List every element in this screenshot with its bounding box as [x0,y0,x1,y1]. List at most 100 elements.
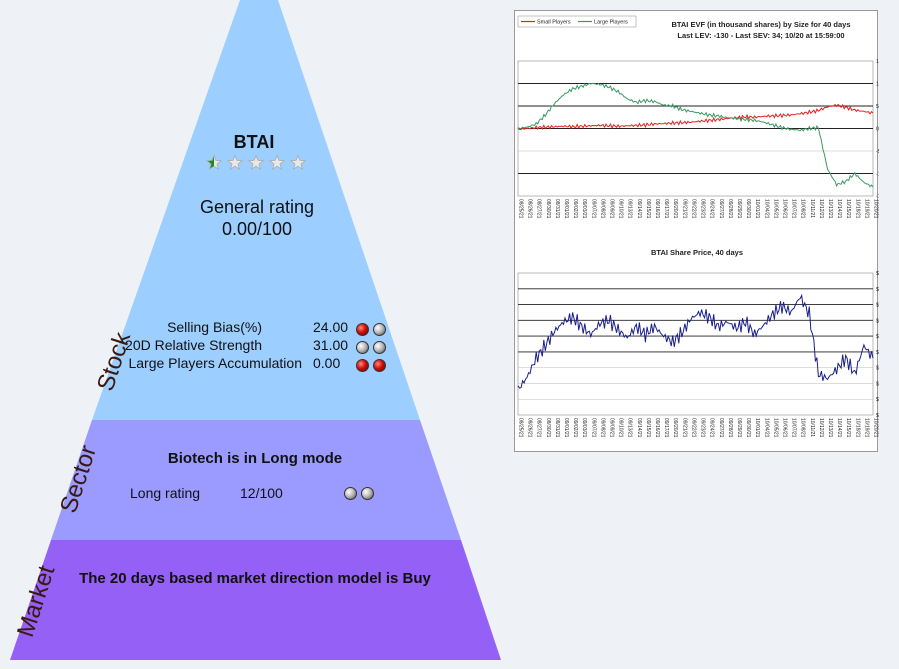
metric-row-large-players: Large Players Accumulation 0.00 [100,355,390,373]
x-tick-label: 09/21/21 [681,199,687,219]
long-rating-label: Long rating [130,485,201,501]
x-tick-label: 10/06/21 [781,418,787,438]
y-tick-label: $29.0 [876,350,879,356]
x-tick-label: 10/15/21 [845,199,851,219]
x-tick-label: 08/31/21 [554,199,560,219]
y-tick-label: $34.0 [876,271,879,277]
y-tick-label: $31.0 [876,318,879,324]
star-icon [205,154,223,171]
x-tick-label: 09/29/21 [736,199,742,219]
x-tick-label: 09/08/21 [599,199,605,219]
x-tick-label: 09/29/21 [736,418,742,438]
x-tick-label: 10/07/21 [791,199,797,219]
x-tick-label: 09/03/21 [581,199,587,219]
indicator-balls [356,338,386,354]
x-tick-label: 08/27/21 [536,199,542,219]
evf-and-price-charts: Small Players Large Players BTAI EVF (in t… [517,15,879,438]
x-tick-label: 10/06/21 [781,199,787,219]
y-tick-label: -50 [876,149,879,155]
x-tick-label: 09/07/21 [590,199,596,219]
x-tick-label: 09/17/21 [663,199,669,219]
y-tick-label: 100 [876,82,879,88]
x-tick-label: 09/27/21 [718,199,724,219]
legend-box [517,15,637,28]
x-tick-label: 09/20/21 [672,199,678,219]
x-tick-label: 10/12/21 [818,418,824,438]
x-tick-label: 09/03/21 [581,418,587,438]
y-tick-label: 0 [876,127,879,133]
x-tick-label: 09/21/21 [681,418,687,438]
metric-label: Large Players Accumulation [128,355,302,371]
y-tick-label: $30.0 [876,334,879,340]
star-icon [268,154,286,171]
x-tick-label: 09/07/21 [590,418,596,438]
indicator-ball [372,322,386,336]
x-tick-label: 09/24/21 [709,199,715,219]
y-tick-label: $26.0 [876,397,879,403]
metric-row-relative-strength: 20D Relative Strength 31.00 [100,337,390,355]
x-tick-label: 10/05/21 [772,199,778,219]
market-tier [10,540,501,660]
x-tick-label: 08/25/21 [518,418,524,438]
legend-label: Large Players [594,20,628,26]
x-tick-label: 09/10/21 [618,199,624,219]
x-tick-label: 10/15/21 [845,418,851,438]
x-tick-label: 09/08/21 [599,418,605,438]
metric-value: 0.00 [313,355,341,371]
legend-label: Small Players [537,20,571,26]
x-tick-label: 08/30/21 [545,418,551,438]
x-tick-label: 09/15/21 [645,199,651,219]
x-tick-label: 09/27/21 [718,418,724,438]
x-tick-label: 10/01/21 [754,418,760,438]
indicator-balls [356,356,386,372]
x-tick-label: 08/26/21 [527,418,533,438]
x-tick-label: 10/11/21 [809,418,815,437]
stock-ticker: BTAI [233,132,275,152]
metric-label: Selling Bias(%) [167,319,262,335]
x-tick-label: 09/01/21 [563,418,569,438]
sector-tier [51,420,461,540]
metric-label: 20D Relative Strength [125,337,262,353]
x-tick-label: 09/09/21 [609,199,615,219]
star-icon [226,154,244,171]
x-tick-label: 09/30/21 [745,418,751,438]
metric-value: 31.00 [313,337,349,353]
x-tick-label: 10/14/21 [836,418,842,438]
x-tick-label: 10/13/21 [827,199,833,219]
y-tick-label: 150 [876,59,879,65]
x-tick-label: 08/26/21 [527,199,533,219]
sector-indicator-balls [344,485,375,503]
y-tick-label: $27.0 [876,381,879,387]
indicator-ball [356,340,369,354]
x-tick-label: 10/08/21 [800,199,806,219]
y-tick-label: $25.0 [876,413,879,419]
series-line-btai [517,293,874,389]
x-tick-label: 10/18/21 [854,199,860,219]
x-tick-label: 10/20/21 [873,199,879,219]
x-tick-label: 10/19/21 [863,199,869,219]
indicator-ball [356,322,369,336]
x-tick-label: 09/22/21 [690,418,696,438]
indicator-ball [344,487,357,501]
x-tick-label: 10/20/21 [873,418,879,438]
x-tick-label: 09/30/21 [745,199,751,219]
y-tick-label: $33.0 [876,287,879,293]
x-tick-label: 08/31/21 [554,418,560,438]
plot-frame [517,272,874,416]
x-tick-label: 10/18/21 [854,418,860,438]
y-tick-label: $28.0 [876,366,879,372]
x-tick-label: 09/14/21 [636,418,642,438]
x-tick-label: 09/28/21 [727,199,733,219]
star-icon [247,154,265,171]
y-tick-label: $32.0 [876,303,879,309]
y-tick-label: -100 [876,172,879,178]
x-tick-label: 09/24/21 [709,418,715,438]
x-tick-label: 10/08/21 [800,418,806,438]
x-tick-label: 09/22/21 [690,199,696,219]
long-rating-value: 12/100 [240,485,283,501]
x-tick-label: 09/02/21 [572,418,578,438]
series-line-small-players [517,103,874,131]
sector-headline: Biotech is in Long mode [167,450,343,467]
x-tick-label: 09/15/21 [645,418,651,438]
x-tick-label: 08/27/21 [536,418,542,438]
